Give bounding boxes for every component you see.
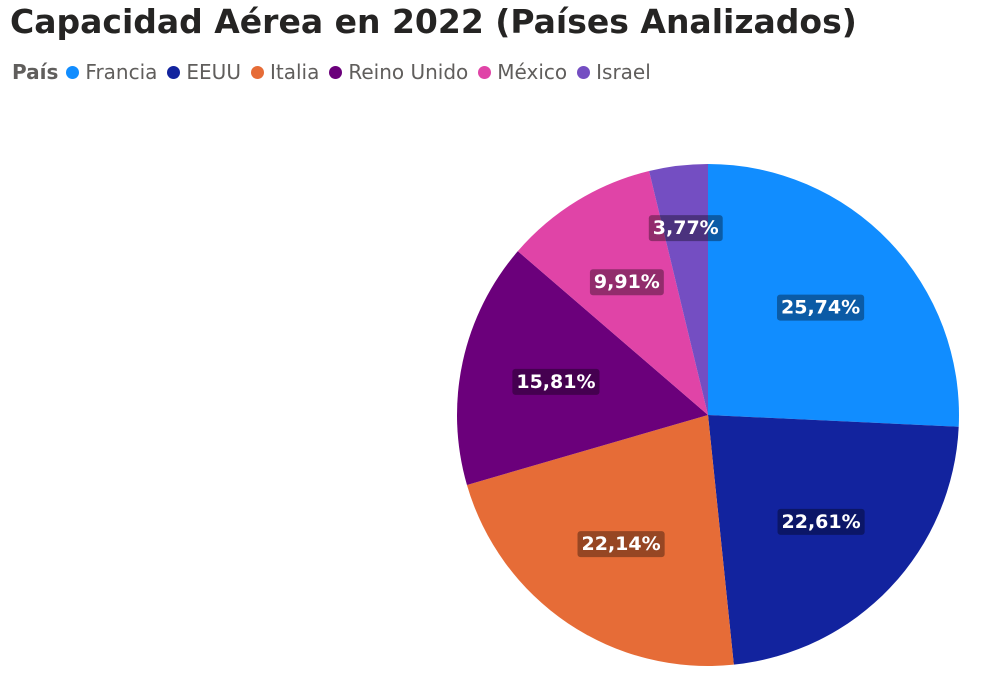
data-label-bg-mexico <box>589 269 664 296</box>
data-label-bg-eeuu <box>777 508 865 535</box>
legend-label-reino-unido: Reino Unido <box>348 60 469 84</box>
data-label-italia: 22,14% <box>577 531 665 558</box>
legend-dot-reino-unido <box>329 65 343 79</box>
data-label-text-reino-unido: 15,81% <box>516 371 595 393</box>
chart-title: Capacidad Aérea en 2022 (Países Analizad… <box>10 2 857 41</box>
legend-label-francia: Francia <box>85 60 158 84</box>
legend-label-mexico: México <box>497 60 568 84</box>
pie-slice-mexico[interactable] <box>517 171 708 415</box>
legend-label-eeuu: EEUU <box>186 60 241 84</box>
legend-item-francia[interactable]: Francia <box>66 60 157 84</box>
legend-dot-israel <box>577 65 591 79</box>
legend-item-italia[interactable]: Italia <box>250 60 320 84</box>
data-label-mexico: 9,91% <box>589 269 664 296</box>
data-label-eeuu: 22,61% <box>777 508 865 535</box>
data-label-bg-reino-unido <box>512 368 600 395</box>
data-label-bg-israel <box>648 215 723 242</box>
legend-item-reino-unido[interactable]: Reino Unido <box>329 60 468 84</box>
pie-slice-israel[interactable] <box>649 164 708 415</box>
legend-item-eeuu[interactable]: EEUU <box>167 60 241 84</box>
pie-slice-eeuu[interactable] <box>708 415 959 665</box>
legend-label-israel: Israel <box>596 60 651 84</box>
legend-dot-eeuu <box>167 65 181 79</box>
legend-dot-francia <box>66 65 80 79</box>
data-label-israel: 3,77% <box>648 215 723 242</box>
data-label-bg-italia <box>577 531 665 558</box>
legend-dot-italia <box>250 65 264 79</box>
legend-dot-mexico <box>478 65 492 79</box>
data-label-text-italia: 22,14% <box>582 533 661 555</box>
legend-label-italia: Italia <box>269 60 320 84</box>
pie-slice-italia[interactable] <box>466 415 734 667</box>
data-label-reino-unido: 15,81% <box>512 368 600 395</box>
legend-title: País <box>12 60 59 84</box>
data-label-text-israel: 3,77% <box>653 217 719 239</box>
data-label-text-mexico: 9,91% <box>594 271 660 293</box>
data-label-francia: 25,74% <box>777 294 865 321</box>
pie-slice-francia[interactable] <box>708 164 959 427</box>
data-label-text-eeuu: 22,61% <box>782 511 861 533</box>
legend-item-israel[interactable]: Israel <box>577 60 651 84</box>
data-label-text-francia: 25,74% <box>781 297 860 319</box>
legend-item-mexico[interactable]: México <box>478 60 567 84</box>
data-label-bg-francia <box>777 294 865 321</box>
pie-slice-reino-unido[interactable] <box>457 251 708 485</box>
legend: País Francia EEUU Italia Reino Unido Méx… <box>12 58 661 86</box>
